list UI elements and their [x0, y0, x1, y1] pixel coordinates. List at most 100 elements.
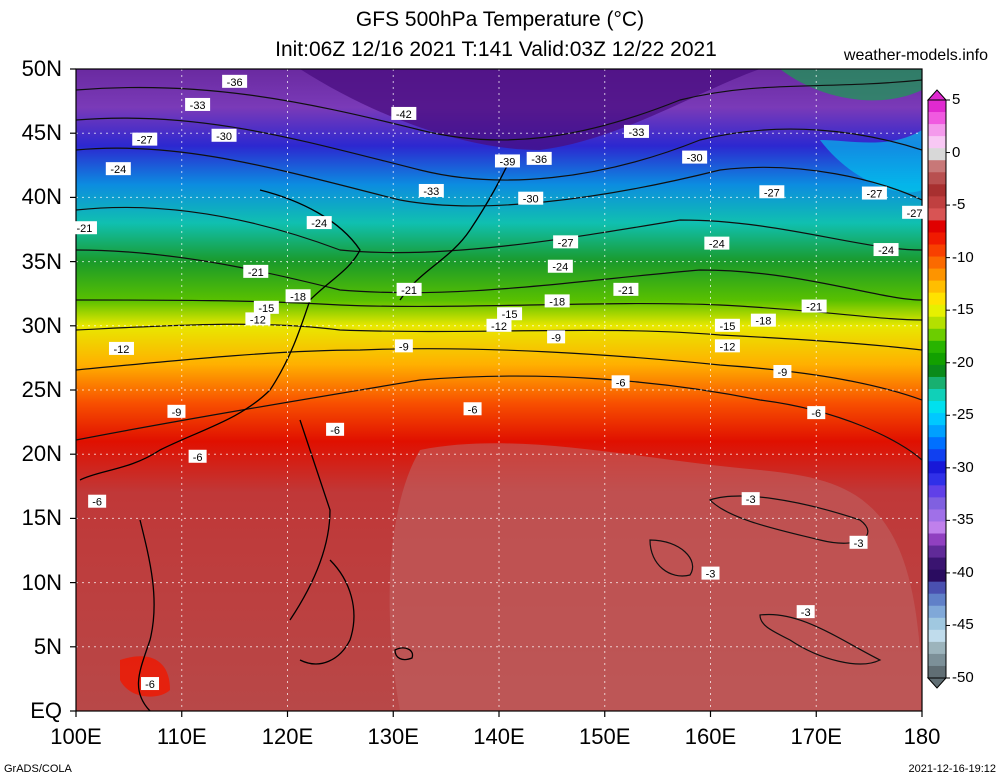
contour-label: -27 [902, 205, 928, 220]
cyan-region [820, 130, 922, 193]
contour-label: -30 [518, 191, 544, 206]
colorbar-swatch [928, 220, 946, 234]
lat-label: 30N [21, 312, 62, 338]
svg-text:-24: -24 [709, 239, 725, 251]
map-field [76, 69, 922, 711]
colorbar-swatch [928, 256, 946, 270]
contour-label: -6 [188, 449, 207, 464]
lat-label: 10N [21, 569, 62, 595]
svg-text:-21: -21 [806, 302, 822, 314]
svg-text:-6: -6 [330, 425, 340, 437]
colorbar-label: -35 [952, 511, 974, 529]
lat-label: 25N [21, 377, 62, 402]
colorbar-swatch [928, 521, 946, 535]
contour-label: -39 [494, 154, 520, 168]
contour-label: -18 [750, 313, 776, 328]
contour-label: -21 [71, 221, 97, 235]
colorbar-label: 5 [952, 91, 961, 108]
svg-text:-9: -9 [399, 341, 409, 353]
svg-text:-15: -15 [502, 309, 518, 321]
colorbar-swatch [928, 533, 946, 547]
svg-text:-18: -18 [549, 296, 565, 308]
graticule [76, 69, 922, 711]
svg-text:-12: -12 [114, 344, 130, 356]
colorbar-swatch [928, 304, 946, 318]
colorbar-max-arrow [926, 89, 948, 101]
svg-text:-21: -21 [77, 223, 93, 235]
svg-text:-21: -21 [618, 285, 634, 297]
colorbar-swatch [928, 160, 946, 173]
colorbar-swatch [928, 328, 946, 342]
svg-text:-9: -9 [551, 332, 561, 344]
svg-text:-9: -9 [172, 407, 182, 419]
svg-text:-30: -30 [687, 153, 703, 165]
colorbar-swatch [928, 485, 946, 498]
svg-text:-6: -6 [193, 452, 203, 464]
svg-text:-9: -9 [778, 367, 788, 379]
contour-label: -24 [306, 216, 332, 230]
contour-label: -36 [526, 151, 552, 166]
colorbar-swatch [928, 629, 946, 643]
lon-label: 100E [50, 724, 102, 749]
svg-text:-30: -30 [523, 194, 539, 206]
svg-text:-6: -6 [468, 404, 478, 416]
colorbar-label: -10 [952, 248, 974, 266]
svg-text:-27: -27 [866, 189, 882, 201]
colorbar-swatch [928, 352, 946, 366]
lat-label: EQ [30, 698, 62, 723]
colorbar-swatch [928, 364, 946, 378]
contour-label: -3 [796, 605, 815, 619]
svg-text:-15: -15 [258, 303, 274, 315]
svg-text:-21: -21 [248, 267, 264, 279]
lat-label: 5N [33, 633, 62, 659]
contour-label: -42 [391, 106, 417, 121]
colorbar-label: -45 [952, 616, 974, 634]
colorbar-min-arrow [926, 677, 948, 689]
colorbar-swatch [928, 184, 946, 197]
contour-label: -24 [105, 162, 131, 176]
colorbar-swatch [928, 497, 946, 511]
contour-label: -15 [714, 318, 740, 333]
contour-label: -3 [849, 535, 868, 550]
colorbar-swatch [928, 280, 946, 294]
colorbar-swatch [928, 605, 946, 619]
svg-text:-36: -36 [531, 154, 547, 166]
svg-text:-21: -21 [401, 285, 417, 297]
footer-timestamp: 2021-12-16-19:12 [908, 763, 996, 775]
contour-label: -18 [285, 289, 311, 303]
lat-label: 40N [21, 184, 62, 210]
contour-label: -33 [185, 97, 211, 112]
contour-label: -30 [682, 150, 708, 165]
colorbar-swatch [928, 268, 946, 282]
title-line-1: GFS 500hPa Temperature (°C) [355, 8, 645, 31]
contour-label: -27 [759, 185, 785, 199]
contour-label: -3 [741, 492, 760, 506]
colorbar-swatch [928, 292, 946, 306]
contour-label: -9 [167, 404, 186, 419]
colorbar-swatch [928, 425, 946, 438]
svg-text:-18: -18 [755, 316, 771, 328]
svg-text:-3: -3 [854, 538, 864, 550]
contour-label: -12 [714, 339, 740, 353]
svg-text:-30: -30 [216, 131, 232, 143]
svg-text:-33: -33 [423, 186, 439, 198]
coastlines [79, 159, 511, 711]
contour-label: -9 [547, 330, 566, 344]
lon-label: 150E [579, 724, 631, 749]
colorbar-swatch [928, 509, 946, 523]
colorbar-swatch [928, 545, 946, 559]
contour-label: -6 [807, 406, 826, 420]
contour-label: -21 [613, 282, 639, 297]
contour-label: -12 [108, 341, 134, 356]
colorbar-swatch [928, 389, 946, 402]
colorbar-label: -50 [952, 669, 974, 686]
svg-text:-3: -3 [801, 607, 811, 619]
lon-label: 130E [367, 724, 419, 749]
colorbar-swatch [928, 136, 946, 149]
svg-text:-6: -6 [811, 408, 821, 420]
colorbar-swatch [928, 401, 946, 414]
contour-label: -6 [141, 677, 160, 691]
colorbar-swatch [928, 617, 946, 631]
lat-label: 50N [21, 56, 62, 81]
